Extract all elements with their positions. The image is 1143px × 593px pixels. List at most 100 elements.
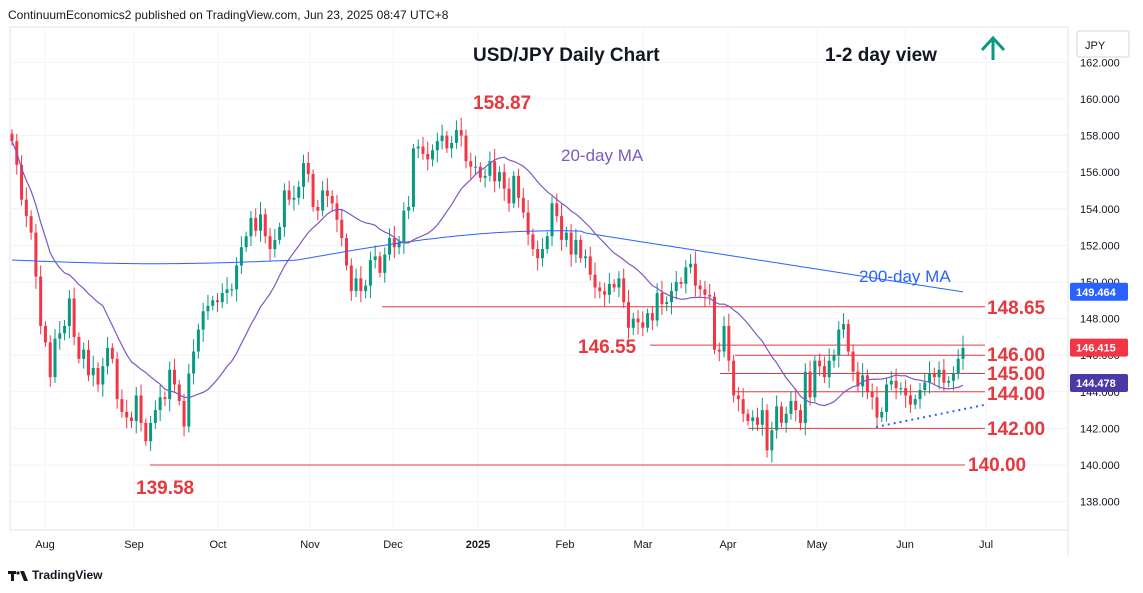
candle-body xyxy=(799,410,803,423)
y-tick-label: 162.000 xyxy=(1080,57,1120,69)
candle-body xyxy=(684,267,688,284)
candle-body xyxy=(115,358,119,400)
candle-body xyxy=(149,422,153,442)
candle-body xyxy=(846,324,850,352)
candle-body xyxy=(268,236,272,250)
candle-body xyxy=(736,395,740,400)
candle-body xyxy=(426,153,430,160)
candle-body xyxy=(435,141,439,151)
level-label-144-00: 144.00 xyxy=(987,384,1045,405)
candle-body xyxy=(201,311,205,330)
candle-body xyxy=(335,203,339,220)
candle-body xyxy=(932,373,936,378)
candle-body xyxy=(349,265,353,292)
candle-body xyxy=(292,197,296,200)
candle-body xyxy=(254,217,258,231)
candle-body xyxy=(612,283,616,288)
candle-body xyxy=(875,397,879,418)
candle-body xyxy=(727,325,731,361)
x-tick-label: Aug xyxy=(35,539,55,551)
candle-body xyxy=(373,256,377,261)
candle-body xyxy=(20,164,24,200)
y-tick-label: 140.000 xyxy=(1080,460,1120,472)
candle-body xyxy=(249,217,253,237)
level-label-142-00: 142.00 xyxy=(987,419,1045,440)
candle-body xyxy=(278,227,282,240)
tradingview-brand: TradingView xyxy=(32,568,103,582)
rising-trendline xyxy=(875,404,985,428)
candle-body xyxy=(478,166,482,178)
candle-body xyxy=(239,247,243,266)
candle-body xyxy=(674,282,678,292)
candle-body xyxy=(803,371,807,423)
candle-body xyxy=(86,349,90,376)
candle-body xyxy=(91,368,95,376)
candle-body xyxy=(712,296,716,350)
candle-body xyxy=(626,302,630,328)
candle-body xyxy=(517,175,521,198)
candle-body xyxy=(163,397,167,400)
candlesticks xyxy=(10,117,965,463)
candle-body xyxy=(583,256,587,259)
candle-body xyxy=(474,166,478,168)
candle-body xyxy=(440,135,444,142)
candle-body xyxy=(899,388,903,390)
candle-body xyxy=(579,239,583,259)
currency-button[interactable]: JPY xyxy=(1076,30,1130,58)
candle-body xyxy=(220,292,224,303)
candle-body xyxy=(168,369,172,400)
candle-body xyxy=(287,190,291,200)
candle-body xyxy=(837,329,841,356)
candle-body xyxy=(483,175,487,178)
candle-body xyxy=(928,373,932,383)
candle-body xyxy=(894,380,898,389)
candle-body xyxy=(808,371,812,398)
candle-body xyxy=(110,347,114,359)
candle-body xyxy=(641,322,645,328)
candle-body xyxy=(564,232,568,240)
x-tick-label: Apr xyxy=(719,539,736,551)
candle-body xyxy=(526,212,530,235)
candle-body xyxy=(77,336,81,359)
level-label-146-00: 146.00 xyxy=(987,345,1045,366)
candle-body xyxy=(646,313,650,328)
candle-body xyxy=(827,360,831,378)
candle-body xyxy=(378,256,382,273)
candle-body xyxy=(665,302,669,304)
candle-body xyxy=(43,325,47,343)
candle-body xyxy=(813,360,817,398)
price-tag xyxy=(1070,282,1128,301)
y-tick-label: 138.000 xyxy=(1080,497,1120,509)
level-label-148-65: 148.65 xyxy=(987,298,1046,319)
candle-body xyxy=(880,411,884,418)
candle-body xyxy=(488,161,492,176)
candle-body xyxy=(182,400,186,427)
candle-body xyxy=(751,417,755,422)
candle-body xyxy=(24,199,28,217)
candle-body xyxy=(741,399,745,414)
price-tag-label: 149.464 xyxy=(1076,287,1117,299)
candle-body xyxy=(512,175,516,204)
candle-body xyxy=(851,351,855,372)
candle-body xyxy=(134,395,138,422)
candle-body xyxy=(603,291,607,295)
candle-body xyxy=(383,254,387,273)
candle-body xyxy=(96,368,100,385)
up-arrow-icon xyxy=(980,35,1006,60)
candle-body xyxy=(259,214,263,231)
candle-body xyxy=(330,195,334,204)
candle-body xyxy=(129,417,133,422)
candle-body xyxy=(913,399,917,405)
y-tick-label: 160.000 xyxy=(1080,94,1120,106)
tradingview-logo[interactable]: TradingView xyxy=(8,568,102,582)
y-tick-label: 152.000 xyxy=(1080,240,1120,252)
candle-body xyxy=(273,239,277,250)
candle-body xyxy=(636,318,640,323)
candle-body xyxy=(679,282,683,284)
candle-body xyxy=(29,216,33,233)
candle-body xyxy=(306,163,310,175)
candle-body xyxy=(937,369,941,378)
candle-body xyxy=(177,384,181,401)
candle-body xyxy=(364,285,368,292)
candle-body xyxy=(368,260,372,286)
